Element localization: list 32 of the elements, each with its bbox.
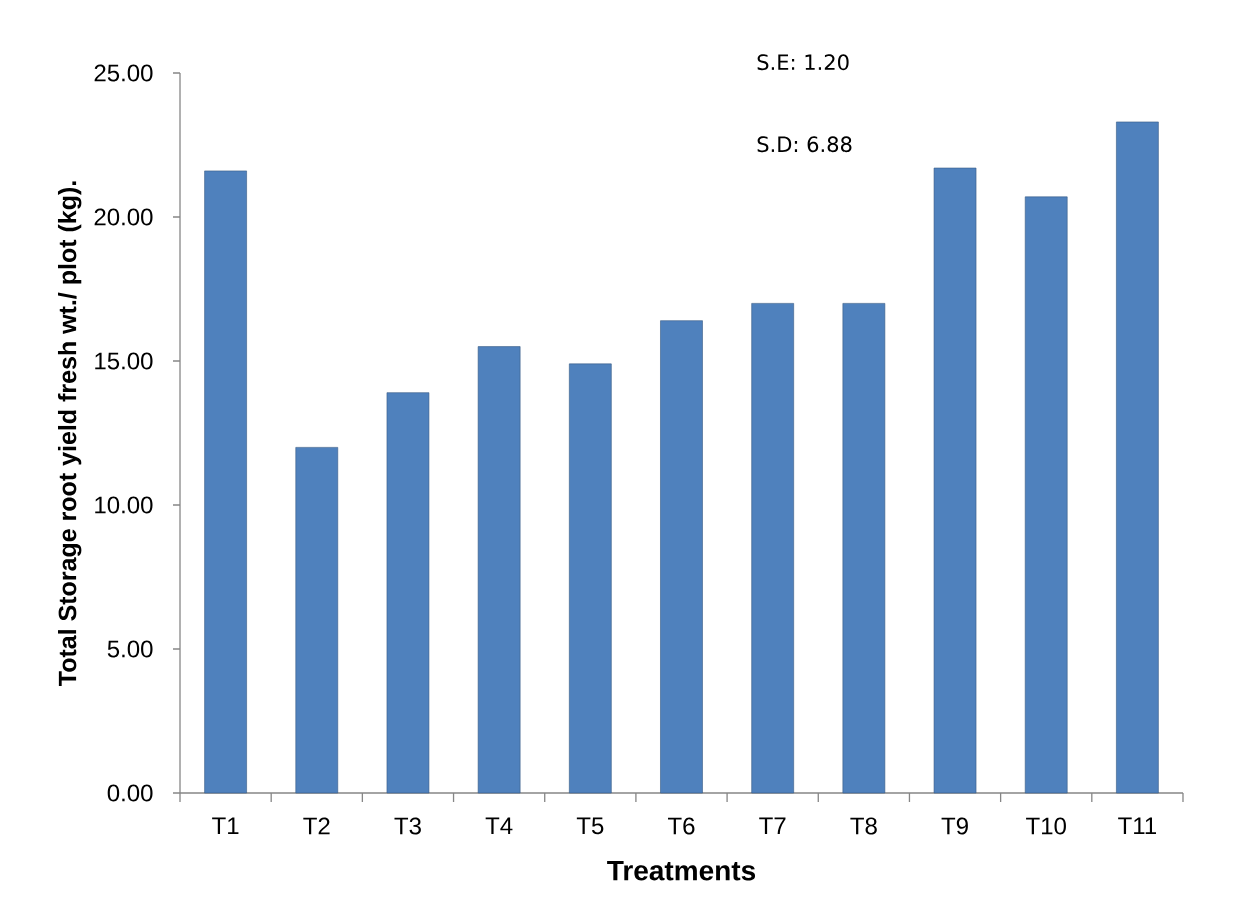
y-tick-label: 10.00 [95, 496, 153, 514]
bar [204, 170, 247, 794]
y-tick-label: 0.00 [107, 784, 153, 802]
y-tick-label: 15.00 [95, 352, 153, 370]
x-tick-label: T9 [941, 817, 968, 835]
x-tick-label: T2 [303, 817, 330, 835]
x-tick-label: T10 [1026, 817, 1066, 835]
bar [751, 303, 794, 794]
x-axis-title: Treatments [607, 860, 756, 881]
bar [295, 447, 339, 794]
bar [569, 363, 612, 794]
x-tick-label: T3 [394, 817, 421, 835]
y-tick-label: 20.00 [94, 208, 153, 226]
annotation: S.D: 6.88 [757, 136, 852, 153]
bar [1024, 196, 1068, 794]
y-axis-title: Total Storage root yield fresh wt./ plot (kg). [57, 181, 82, 686]
x-tick-label: T6 [668, 817, 695, 835]
x-tick-label: T1 [212, 817, 239, 835]
bar [386, 392, 430, 794]
x-tick-label: T4 [485, 817, 513, 835]
x-tick-label: T5 [576, 817, 604, 835]
y-tick-label: 25.00 [94, 64, 153, 82]
bar [1116, 121, 1159, 794]
bar [842, 303, 886, 794]
x-tick-label: T11 [1118, 817, 1157, 835]
text: S.E: 1.20 [757, 54, 849, 71]
bar [660, 320, 703, 794]
bar [477, 346, 521, 794]
x-tick-label: T8 [850, 817, 877, 835]
x-tick-label: T7 [759, 817, 786, 835]
bar [933, 167, 977, 794]
y-tick-label: 5.00 [107, 640, 153, 658]
